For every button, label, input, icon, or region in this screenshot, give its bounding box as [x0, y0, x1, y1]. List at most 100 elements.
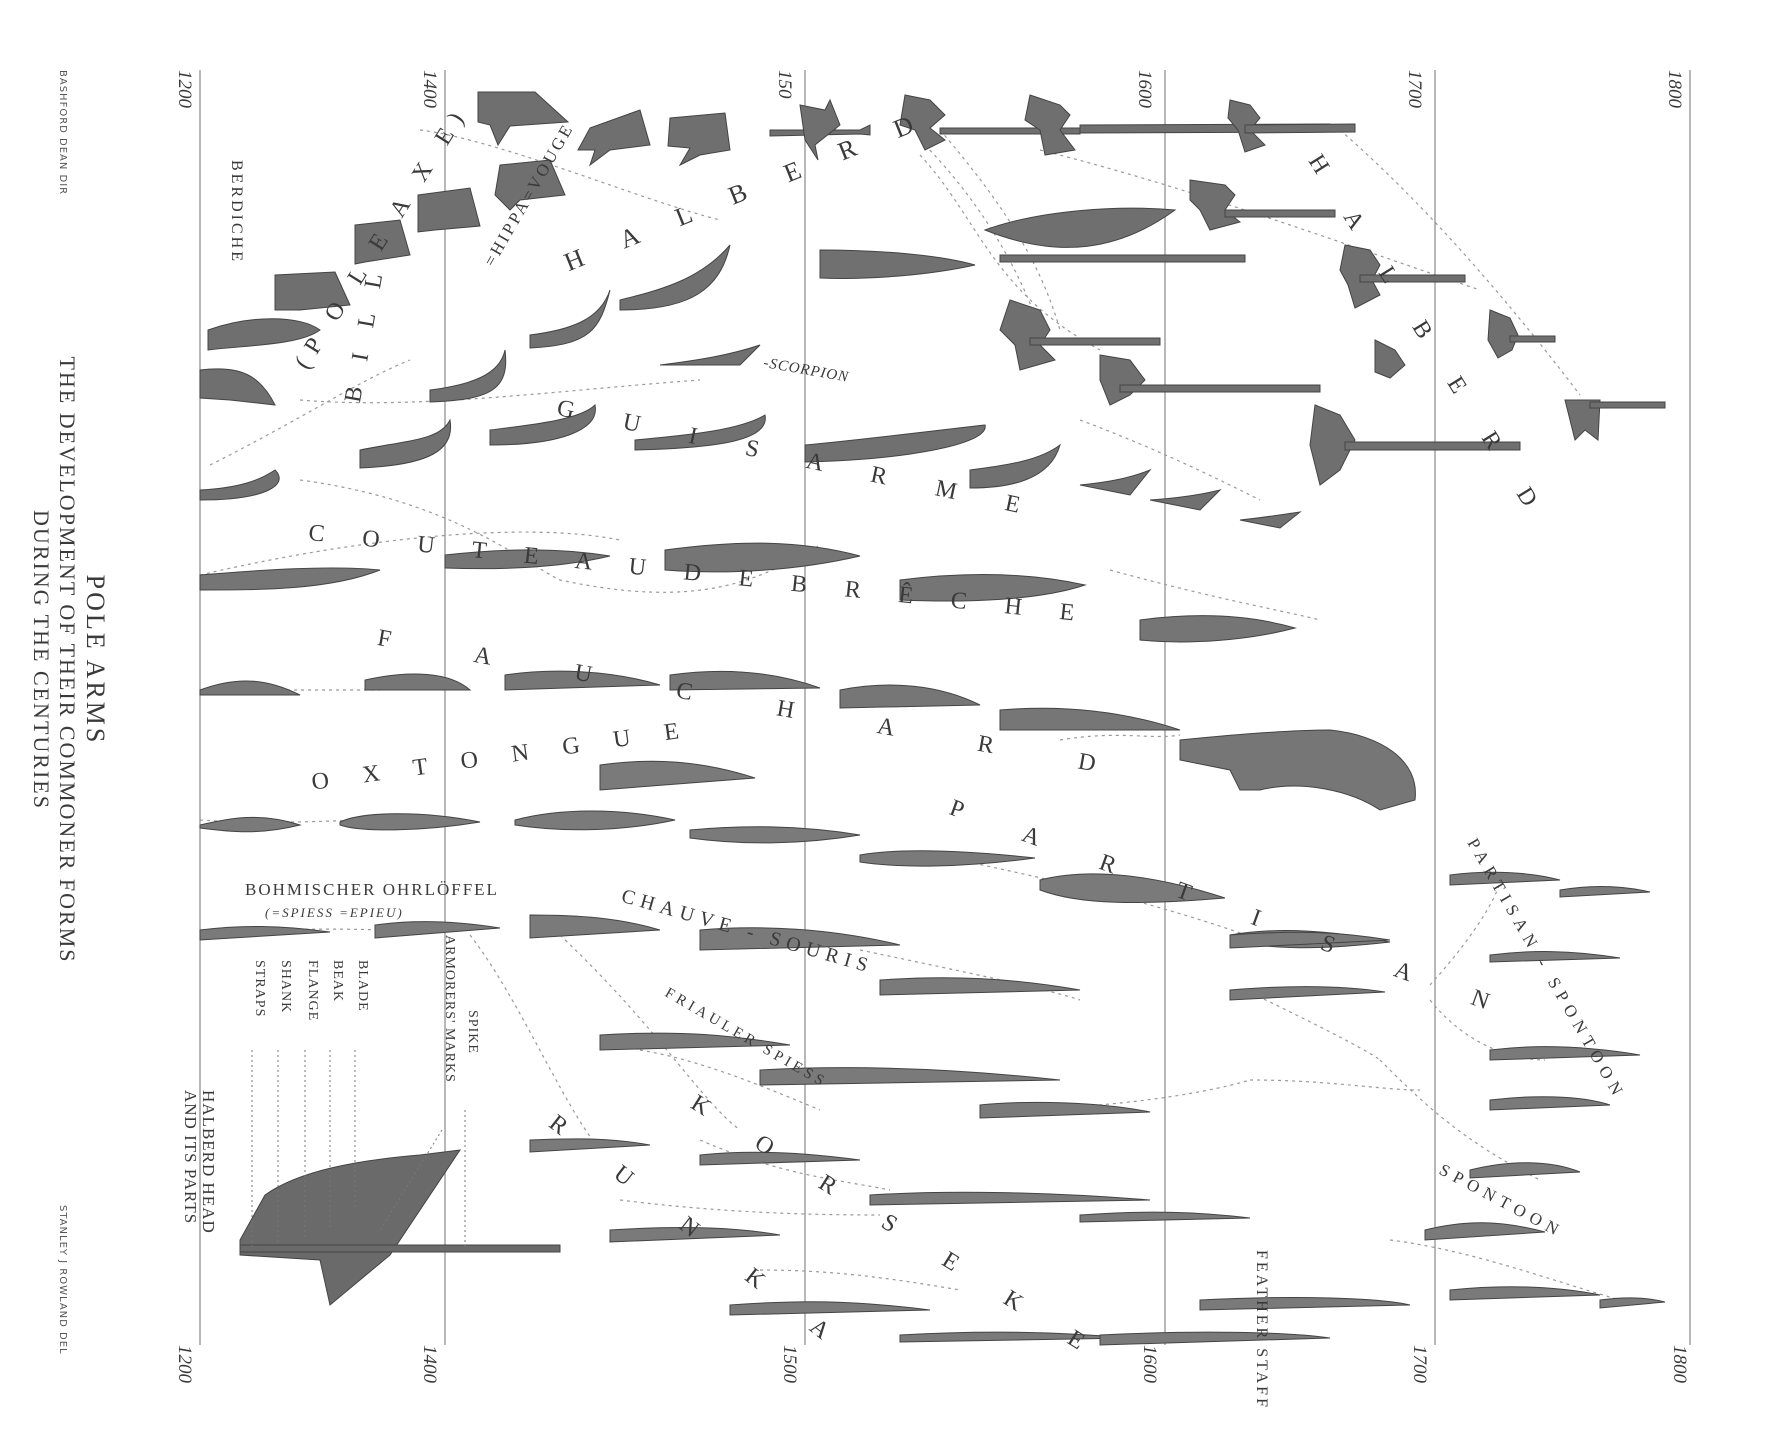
weapon-head: [999, 707, 1181, 731]
part-blade: BLADE: [355, 960, 370, 1012]
year-top-1700: 1700: [1404, 70, 1425, 108]
weapon-head: [1449, 871, 1561, 886]
weapon-head: [1199, 1297, 1411, 1311]
weapon-head: [839, 684, 981, 709]
weapon-head: [199, 368, 276, 406]
weapon-head: [504, 670, 661, 691]
halberd-heads: [199, 91, 1666, 486]
weapon-head: [899, 574, 1087, 602]
weapon-head: [1189, 179, 1242, 231]
halberd-blade: [239, 1149, 462, 1306]
year-bottom-1800: 1800: [1669, 1345, 1690, 1383]
weapon-head: [1139, 615, 1297, 643]
weapon-head: [1564, 399, 1601, 441]
weapon-head: [609, 1227, 781, 1243]
title-block: POLE ARMS THE DEVELOPMENT OF THEIR COMMO…: [29, 356, 111, 963]
part-flange: FLANGE: [305, 960, 320, 1022]
weapon-head: [664, 542, 861, 573]
weapon-head: [1599, 1297, 1666, 1309]
halberd-spike: [239, 1244, 561, 1253]
year-bottom-1700: 1700: [1409, 1345, 1430, 1383]
weapon-head: [804, 424, 986, 463]
weapon-head: [1309, 404, 1356, 486]
weapon-head: [699, 927, 901, 951]
weapon-head: [859, 850, 1036, 867]
weapon-head: [1079, 1211, 1251, 1223]
weapon-head: [1374, 339, 1406, 379]
weapon-head: [619, 244, 731, 311]
plate-title: POLE ARMS: [81, 574, 110, 746]
weapon-head: [1079, 468, 1152, 496]
year-top-1200: 1200: [174, 70, 195, 108]
year-bottom-1200: 1200: [174, 1345, 195, 1383]
year-top-1600: 1600: [1134, 70, 1155, 108]
weapon-head: [1489, 1096, 1611, 1111]
weapon-head: [1489, 951, 1621, 963]
weapon-head: [689, 826, 861, 844]
weapon-head: [354, 219, 411, 265]
weapon-head: [667, 112, 731, 167]
weapon-head: [1024, 94, 1076, 156]
weapon-head: [477, 91, 570, 147]
weapon-head: [1099, 1331, 1331, 1346]
artist-credit: STANLEY J ROWLAND DEL: [57, 1205, 68, 1355]
weapon-head: [364, 673, 472, 691]
year-top-1400: 1400: [419, 70, 440, 108]
weapon-head: [729, 1301, 931, 1316]
weapon-head: [494, 159, 566, 211]
weapon-head: [799, 98, 841, 161]
weapon-head: [1039, 873, 1226, 904]
weapon-head: [699, 1151, 861, 1166]
plate-subtitle-2: DURING THE CENTURIES: [29, 510, 54, 810]
weapon-head: [759, 1067, 1061, 1086]
weapon-head: [417, 187, 481, 233]
weapon-head: [339, 813, 481, 831]
weapon-head: [1239, 511, 1302, 529]
weapon-head: [489, 403, 596, 446]
weapon-head: [999, 299, 1056, 371]
weapon-head: [1489, 1046, 1641, 1061]
weapon-head: [514, 810, 676, 831]
plate-subtitle-1: THE DEVELOPMENT OF THEIR COMMONER FORMS: [55, 356, 80, 964]
weapon-head: [969, 443, 1061, 489]
weapon-head: [669, 670, 821, 691]
year-top-1500: 150: [774, 70, 795, 99]
ox-tongue-partisan: [199, 760, 1391, 949]
parts-title-2: AND ITS PARTS: [181, 1090, 200, 1225]
year-bottom-1600: 1600: [1139, 1345, 1160, 1383]
weapon-head: [879, 977, 1081, 996]
weapon-head: [983, 207, 1177, 248]
weapon-head: [199, 567, 381, 591]
weapon-head: [199, 816, 302, 833]
part-spike: SPIKE: [465, 1010, 480, 1054]
weapon-head: [274, 271, 351, 311]
weapon-head: [529, 289, 611, 349]
director-credit: BASHFORD DEAN DIR: [57, 70, 68, 196]
weapon-head: [1469, 1162, 1581, 1179]
lineage-lines: [199, 129, 1621, 1301]
part-straps: STRAPS: [252, 960, 267, 1018]
year-top-1800: 1800: [1664, 70, 1685, 108]
weapon-head: [1149, 489, 1222, 511]
weapon-head: [869, 1191, 1151, 1206]
part-beak: BEAK: [330, 960, 345, 1003]
weapon-head: [819, 249, 976, 279]
weapon-head: [899, 94, 946, 151]
halberd-parts-diagram: [239, 1050, 561, 1306]
part-armorers-marks: ARMORERS' MARKS: [442, 935, 457, 1083]
year-bottom-1500: 1500: [779, 1345, 800, 1383]
weapon-head: [659, 344, 761, 366]
weapon-head: [1559, 886, 1651, 898]
weapon-head: [577, 109, 651, 167]
label-spiess-epieu: (=SPIESS =EPIEU): [265, 905, 404, 920]
fauchard: [199, 670, 1416, 811]
weapon-head: [1229, 985, 1386, 1001]
label-berdiche: BERDICHE: [228, 160, 245, 264]
weapon-head: [374, 921, 501, 939]
weapon-head: [529, 1138, 651, 1153]
weapon-head: [529, 914, 661, 939]
part-shank: SHANK: [278, 960, 293, 1014]
weapon-head: [979, 1101, 1151, 1119]
weapon-head: [359, 418, 452, 469]
